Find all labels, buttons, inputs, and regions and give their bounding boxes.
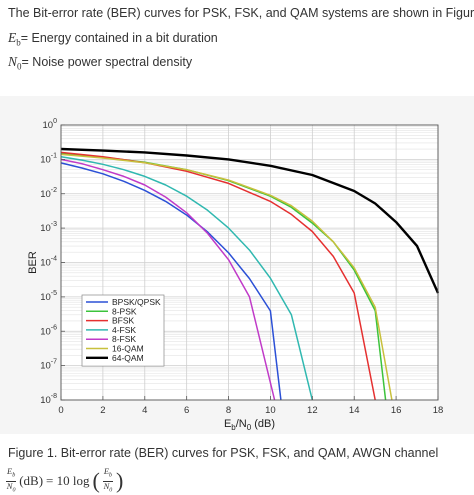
formula-paren-open: ( [92, 468, 100, 494]
x-tick-label: 2 [100, 405, 105, 416]
formula-unit: (dB) [19, 473, 44, 489]
figure-area: 0 2 4 6 8 10 12 14 16 18 100 10-1 10-2 10-3 10-4 10-5 10… [0, 96, 474, 434]
y-tick-label: 10-6 [40, 324, 57, 337]
x-tick-label: 16 [391, 405, 402, 416]
series-line-4-fsk [60, 155, 314, 401]
series-line-16-qam [60, 153, 393, 401]
x-tick-label: 10 [265, 405, 276, 416]
legend-label: BPSK/QPSK [112, 297, 161, 307]
x-tick-label: 4 [142, 405, 147, 416]
series-line-bpsk-qpsk [60, 162, 282, 401]
y-tick-label: 10-8 [40, 393, 57, 406]
definition-n0-text: = Noise power spectral density [21, 55, 193, 69]
x-tick-label: 8 [226, 405, 231, 416]
definition-n0: N0= Noise power spectral density [8, 54, 192, 72]
legend-label: BFSK [112, 316, 135, 326]
y-tick-label: 10-1 [40, 152, 57, 165]
formula-equals: = 10 log [46, 473, 90, 489]
formula-rhs-fraction: Eb N0 [102, 467, 114, 495]
y-tick-label: 10-7 [40, 359, 57, 372]
x-tick-label: 12 [307, 405, 318, 416]
legend-label: 8-FSK [112, 334, 136, 344]
symbol-n0: N0 [8, 54, 22, 72]
formula-rhs-numerator: Eb [102, 467, 114, 482]
ber-chart: 0 2 4 6 8 10 12 14 16 18 100 10-1 10-2 10-3 10-4 10-5 10… [27, 118, 444, 432]
series-line-64-qam [60, 147, 440, 294]
formula-denominator: N0 [6, 480, 16, 494]
definition-eb-text: = Energy contained in a bit duration [20, 31, 218, 45]
x-tick-label: 18 [433, 405, 444, 416]
legend-label: 8-PSK [112, 306, 137, 316]
db-formula: Eb N0 (dB) = 10 log ( Eb N0 ) [6, 467, 123, 495]
formula-numerator: Eb [6, 467, 17, 482]
y-axis-label: BER [27, 251, 39, 274]
legend-label: 4-FSK [112, 325, 136, 335]
x-tick-label: 6 [184, 405, 189, 416]
formula-paren-close: ) [116, 468, 124, 494]
y-tick-label: 10-3 [40, 221, 57, 234]
y-tick-label: 10-5 [40, 290, 57, 303]
x-tick-label: 0 [58, 405, 63, 416]
legend-label: 16-QAM [112, 344, 144, 354]
formula-rhs-denominator: N0 [103, 480, 113, 494]
y-tick-label: 10-2 [40, 187, 57, 200]
x-tick-label: 14 [349, 405, 360, 416]
y-tick-label: 100 [43, 118, 58, 131]
x-axis-label: Eb/N0 (dB) [224, 418, 275, 432]
symbol-eb: Eb [8, 30, 21, 48]
series-line-8-fsk [60, 158, 276, 401]
figure-caption: Figure 1. Bit-error rate (BER) curves fo… [8, 446, 439, 460]
intro-text: The Bit-error rate (BER) curves for PSK,… [8, 6, 474, 20]
legend-label: 64-QAM [112, 353, 144, 363]
y-tick-label: 10-4 [40, 256, 57, 269]
definition-eb: Eb= Energy contained in a bit duration [8, 30, 218, 48]
formula-lhs-fraction: Eb N0 [6, 467, 17, 495]
